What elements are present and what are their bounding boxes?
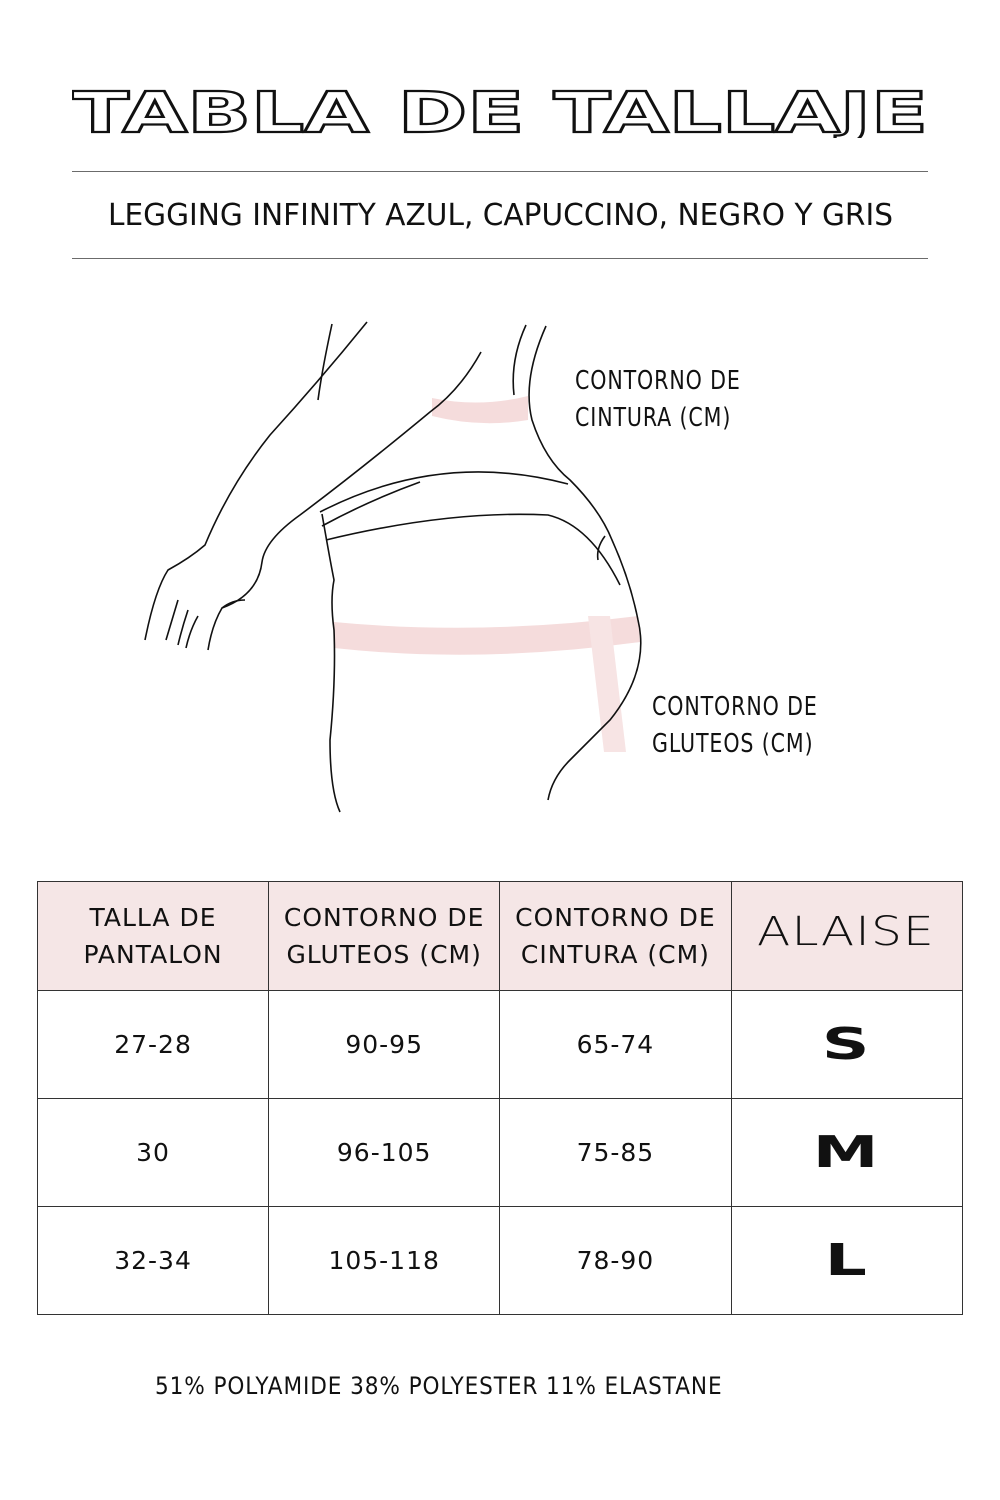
header-hips: CONTORNO DE GLUTEOS (CM) — [268, 881, 501, 991]
header-pants-size: TALLA DE PANTALON — [36, 881, 270, 991]
divider-top — [72, 171, 928, 172]
brand-logo: ALAISE — [730, 881, 963, 991]
table-row: 27-28 90-95 65-74 S — [36, 990, 963, 1099]
size-letter: S — [822, 1019, 872, 1070]
cell-size: M — [730, 1098, 963, 1207]
size-letter: M — [813, 1127, 881, 1178]
hip-label-line1: CONTORNO DE — [652, 692, 818, 722]
table-row: 30 96-105 75-85 M — [36, 1098, 963, 1207]
page-title-text: TABLA DE TALLAJE — [72, 84, 928, 138]
cell-waist: 78-90 — [499, 1206, 732, 1315]
cell-size: L — [730, 1206, 963, 1315]
fabric-composition: 51% POLYAMIDE 38% POLYESTER 11% ELASTANE — [155, 1372, 723, 1400]
hip-label: CONTORNO DE GLUTEOS (CM) — [652, 689, 818, 763]
cell-hips: 90-95 — [268, 990, 501, 1099]
divider-bottom — [72, 258, 928, 259]
hip-band — [334, 616, 640, 655]
cell-pants: 27-28 — [36, 990, 270, 1099]
cell-pants: 32-34 — [36, 1206, 270, 1315]
waist-label-line2: CINTURA (CM) — [575, 403, 732, 433]
table-header-row: TALLA DE PANTALON CONTORNO DE GLUTEOS (CM)… — [36, 881, 963, 991]
table-row: 32-34 105-118 78-90 L — [36, 1206, 963, 1315]
tape-end — [588, 616, 626, 752]
page-title: TABLA DE TALLAJE — [72, 84, 928, 138]
cell-waist: 65-74 — [499, 990, 732, 1099]
hip-label-line2: GLUTEOS (CM) — [652, 729, 814, 759]
size-letter: L — [824, 1235, 869, 1286]
cell-hips: 96-105 — [268, 1098, 501, 1207]
header-waist: CONTORNO DE CINTURA (CM) — [499, 881, 732, 991]
product-subtitle: LEGGING INFINITY AZUL, CAPUCCINO, NEGRO … — [108, 198, 893, 233]
cell-waist: 75-85 — [499, 1098, 732, 1207]
body-measurement-illustration — [144, 321, 642, 813]
subtitle-text: LEGGING INFINITY AZUL, CAPUCCINO, NEGRO … — [108, 198, 893, 233]
size-table: TALLA DE PANTALON CONTORNO DE GLUTEOS (CM)… — [36, 881, 963, 1315]
cell-size: S — [730, 990, 963, 1099]
waist-band — [432, 396, 528, 424]
brand-logo-text: ALAISE — [757, 909, 935, 953]
waist-label-line1: CONTORNO DE — [575, 366, 741, 396]
cell-hips: 105-118 — [268, 1206, 501, 1315]
waist-label: CONTORNO DE CINTURA (CM) — [575, 363, 741, 437]
cell-pants: 30 — [36, 1098, 270, 1207]
